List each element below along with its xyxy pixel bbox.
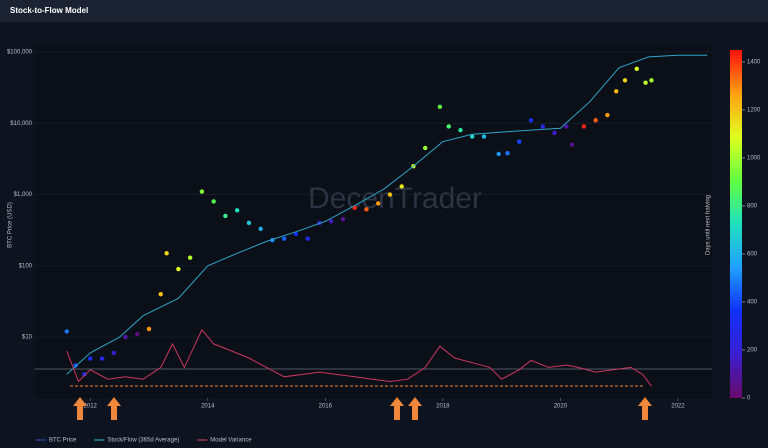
legend-label: Model Variance — [210, 438, 252, 444]
line — [66, 54, 708, 375]
price-point — [496, 151, 501, 157]
arrow — [408, 397, 422, 420]
colorbar-label: Days until next halving — [706, 195, 712, 255]
colorbar-tick-label: 600 — [747, 252, 758, 258]
price-point — [305, 236, 310, 241]
x-tick-label: 2012 — [84, 404, 98, 410]
price-point — [605, 112, 610, 118]
y-tick-label: $10 — [22, 335, 33, 341]
price-point — [470, 134, 475, 139]
x-tick-label: 2022 — [671, 404, 685, 410]
price-point — [376, 201, 381, 206]
price-point — [540, 124, 545, 129]
x-tick-label: 2018 — [436, 404, 450, 410]
price-point — [88, 356, 93, 361]
price-point — [187, 255, 193, 260]
x-tick-label: 2020 — [554, 404, 568, 410]
arrow — [390, 397, 404, 420]
price-point — [246, 220, 252, 226]
price-point — [399, 184, 404, 189]
price-point — [164, 251, 169, 256]
price-point — [340, 217, 346, 222]
arrow — [638, 397, 652, 420]
price-point — [643, 80, 648, 85]
price-point — [446, 124, 451, 129]
price-point — [146, 326, 152, 332]
price-point — [505, 150, 510, 156]
watermark: DecenTrader — [308, 182, 482, 215]
colorbar-tick-label: 1200 — [747, 108, 761, 114]
y-tick-label: $100 — [19, 263, 33, 269]
price-point — [199, 189, 205, 194]
price-point — [281, 236, 287, 241]
y-tick-label: $10,000 — [10, 121, 32, 127]
price-point — [528, 118, 534, 123]
price-point — [64, 329, 69, 334]
header — [0, 0, 768, 22]
price-point — [569, 142, 575, 147]
colorbar-tick-label: 1000 — [747, 156, 761, 162]
price-point — [234, 208, 240, 213]
price-point — [423, 145, 428, 151]
colorbar-tick-label: 200 — [747, 348, 758, 354]
colorbar-tick-label: 400 — [747, 300, 758, 306]
price-point — [73, 363, 78, 368]
legend-label: BTC Price — [49, 438, 77, 444]
price-point — [437, 104, 443, 109]
chart-title: Stock-to-Flow Model — [10, 6, 88, 15]
price-point — [458, 127, 463, 133]
price-point — [82, 372, 87, 377]
price-point — [622, 78, 628, 83]
marks: 0 200 400 600 800 1000 1200 1400 $10 $100 $1,000 $1… — [7, 49, 761, 409]
price-point — [328, 219, 334, 224]
price-point — [211, 199, 216, 204]
price-point — [581, 124, 587, 129]
price-point — [364, 207, 369, 212]
price-point — [387, 192, 393, 197]
price-point — [111, 350, 116, 356]
price-point — [123, 334, 128, 340]
arrows — [73, 397, 652, 420]
price-point — [176, 266, 181, 272]
x-tick-label: 2016 — [319, 404, 333, 410]
price-point — [158, 291, 163, 297]
y-axis-label: BTC Price (USD) — [8, 202, 14, 248]
price-point — [481, 134, 487, 139]
price-point — [293, 231, 299, 237]
price-point — [223, 213, 228, 219]
legend-label: Stock/Flow (365d Average) — [107, 438, 179, 444]
x-tick-label: 2014 — [201, 404, 215, 410]
price-point — [135, 331, 140, 337]
arrow — [73, 397, 87, 420]
y-tick-label: $100,000 — [7, 49, 33, 55]
price-point — [564, 124, 569, 129]
price-point — [99, 356, 105, 361]
price-point — [258, 226, 263, 232]
plot-area — [35, 45, 712, 398]
arrow — [107, 397, 121, 420]
price-point — [614, 89, 619, 94]
y-tick-label: $1,000 — [14, 192, 33, 198]
price-point — [552, 130, 557, 136]
colorbar-tick-label: 800 — [747, 204, 758, 210]
price-point — [517, 139, 522, 144]
colorbar — [730, 50, 742, 398]
colorbar-tick-label: 1400 — [747, 60, 761, 66]
price-point — [649, 78, 654, 83]
price-point — [593, 118, 598, 123]
colorbar-tick-label: 0 — [747, 396, 751, 402]
line — [66, 328, 652, 387]
price-point — [634, 66, 639, 71]
